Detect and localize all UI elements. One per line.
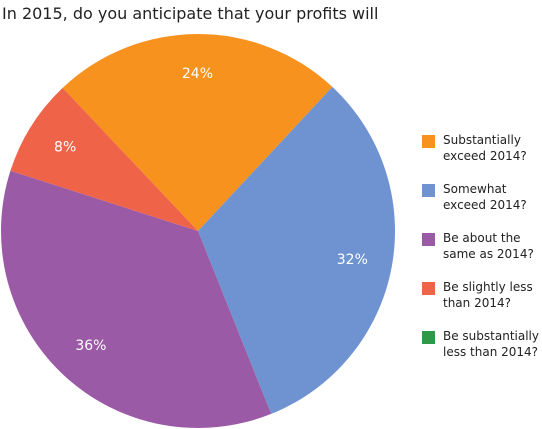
legend-item: Somewhat exceed 2014? — [420, 181, 542, 230]
legend: Substantially exceed 2014? Somewhat excee… — [420, 132, 542, 377]
value-label: 8% — [54, 139, 76, 155]
legend-swatch — [422, 135, 435, 148]
legend-swatch — [422, 282, 435, 295]
legend-swatch — [422, 184, 435, 197]
pie-slice — [10, 87, 198, 231]
legend-label: Be slightly less than 2014? — [443, 280, 533, 310]
pie-slice — [62, 87, 198, 231]
pie-slice — [198, 86, 395, 414]
legend-label: Be about the same as 2014? — [443, 231, 534, 261]
value-label: 36% — [75, 338, 106, 354]
legend-item: Substantially exceed 2014? — [420, 132, 542, 181]
value-label: 24% — [182, 66, 213, 82]
pie-slice — [0, 170, 272, 429]
legend-label: Somewhat exceed 2014? — [443, 182, 527, 212]
legend-item: Be substantially less than 2014? — [420, 328, 542, 377]
legend-label: Be substantially less than 2014? — [443, 329, 539, 359]
legend-swatch — [422, 331, 435, 344]
pie-slice — [62, 33, 333, 231]
legend-swatch — [422, 233, 435, 246]
chart-title: In 2015, do you anticipate that your pro… — [2, 4, 379, 23]
legend-label: Substantially exceed 2014? — [443, 133, 527, 163]
legend-item: Be about the same as 2014? — [420, 230, 542, 279]
value-label: 32% — [337, 252, 368, 268]
legend-item: Be slightly less than 2014? — [420, 279, 542, 328]
